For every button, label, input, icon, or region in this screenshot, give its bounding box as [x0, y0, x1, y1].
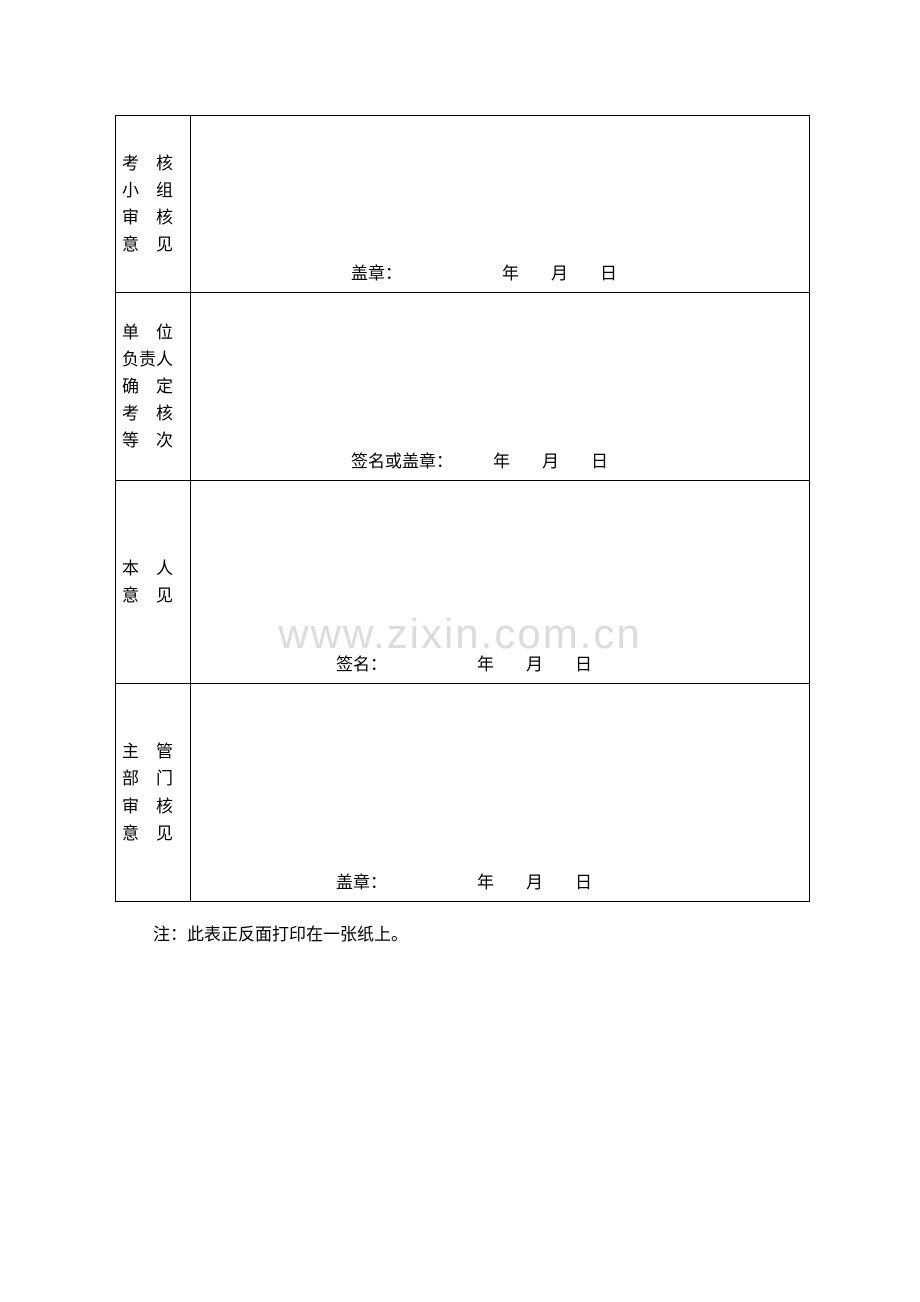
label-text: 意 见: [122, 582, 173, 609]
month-label: 月: [526, 650, 543, 675]
signature-line-2: 签名或盖章： 年 月 日: [191, 447, 809, 472]
row-unit-leader-grade: 单 位 负责人 确 定 考 核 等 次 签名或盖章： 年 月 日: [116, 293, 810, 481]
content-cell-2: 签名或盖章： 年 月 日: [191, 293, 810, 481]
date-fields: 年 月 日: [477, 868, 592, 893]
signature-line-3: 签名： 年 月 日: [191, 650, 809, 675]
day-label: 日: [575, 868, 592, 893]
label-cell-2: 单 位 负责人 确 定 考 核 等 次: [116, 293, 191, 481]
seal-label: 盖章：: [351, 259, 402, 284]
month-label: 月: [551, 259, 568, 284]
label-text: 考 核: [122, 150, 173, 177]
row-supervisor-dept-opinion: 主 管 部 门 审 核 意 见 盖章： 年 月 日: [116, 684, 810, 902]
row-assessment-group-opinion: 考 核 小 组 审 核 意 见 盖章： 年 月 日: [116, 116, 810, 293]
year-label: 年: [493, 447, 510, 472]
approval-form-table: 考 核 小 组 审 核 意 见 盖章： 年 月 日: [115, 115, 810, 902]
date-fields: 年 月 日: [493, 447, 608, 472]
label-cell-1: 考 核 小 组 审 核 意 见: [116, 116, 191, 293]
month-label: 月: [542, 447, 559, 472]
label-text: 等 次: [122, 427, 173, 454]
label-text: 审 核: [122, 204, 173, 231]
label-text: 部 门: [122, 765, 173, 792]
day-label: 日: [575, 650, 592, 675]
label-text: 考 核: [122, 400, 173, 427]
month-label: 月: [526, 868, 543, 893]
label-text: 负责人: [122, 346, 173, 373]
label-text: 本 人: [122, 555, 173, 582]
date-fields: 年 月 日: [502, 259, 617, 284]
label-text: 审 核: [122, 793, 173, 820]
year-label: 年: [502, 259, 519, 284]
content-cell-3: 签名： 年 月 日: [191, 481, 810, 684]
content-cell-1: 盖章： 年 月 日: [191, 116, 810, 293]
signature-line-4: 盖章： 年 月 日: [191, 868, 809, 893]
label-text: 意 见: [122, 820, 173, 847]
label-text: 意 见: [122, 231, 173, 258]
content-cell-4: 盖章： 年 月 日: [191, 684, 810, 902]
year-label: 年: [477, 650, 494, 675]
label-text: 主 管: [122, 738, 173, 765]
day-label: 日: [591, 447, 608, 472]
footnote-text: 注：此表正反面打印在一张纸上。: [115, 920, 810, 945]
page-wrapper: 考 核 小 组 审 核 意 见 盖章： 年 月 日: [0, 0, 920, 945]
seal-label: 盖章：: [336, 868, 387, 893]
year-label: 年: [477, 868, 494, 893]
sign-label: 签名：: [336, 650, 387, 675]
label-text: 小 组: [122, 177, 173, 204]
sign-or-seal-label: 签名或盖章：: [351, 447, 453, 472]
label-text: 单 位: [122, 319, 173, 346]
row-personal-opinion: 本 人 意 见 签名： 年 月 日: [116, 481, 810, 684]
label-cell-3: 本 人 意 见: [116, 481, 191, 684]
signature-line-1: 盖章： 年 月 日: [191, 259, 809, 284]
label-text: 确 定: [122, 373, 173, 400]
day-label: 日: [600, 259, 617, 284]
label-cell-4: 主 管 部 门 审 核 意 见: [116, 684, 191, 902]
date-fields: 年 月 日: [477, 650, 592, 675]
